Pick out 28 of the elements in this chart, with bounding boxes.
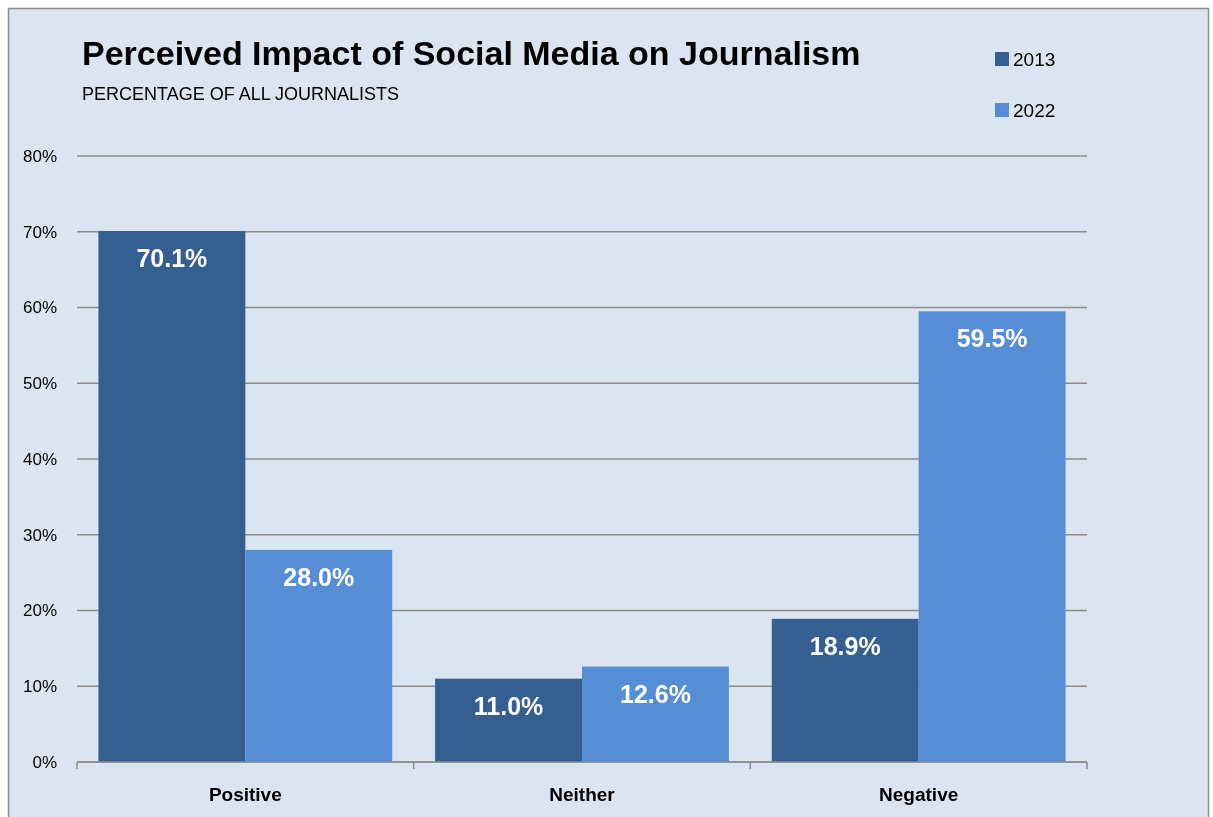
x-tick-label: Negative (879, 784, 959, 805)
y-tick-label: 30% (22, 525, 57, 545)
y-tick-label: 80% (22, 146, 57, 166)
legend-label: 2013 (1013, 48, 1056, 70)
y-tick-label: 10% (22, 677, 57, 697)
data-label: 18.9% (809, 631, 881, 660)
bar (245, 549, 393, 762)
bar (435, 678, 582, 762)
bar (771, 618, 919, 762)
y-tick-label: 0% (32, 752, 57, 772)
data-label: 28.0% (283, 562, 355, 591)
x-tick-label: Neither (549, 784, 616, 805)
y-tick-label: 40% (22, 449, 57, 469)
y-tick-label: 20% (22, 601, 57, 621)
chart-title: Perceived Impact of Social Media on Journalism (82, 34, 861, 72)
chart-subtitle: PERCENTAGE OF ALL JOURNALISTS (82, 84, 400, 104)
y-tick-label: 70% (22, 222, 57, 242)
bar (918, 311, 1066, 762)
data-label: 11.0% (473, 691, 544, 720)
y-tick-label: 60% (22, 298, 57, 318)
data-label: 70.1% (136, 243, 208, 272)
data-label: 59.5% (956, 324, 1028, 353)
legend-label: 2022 (1013, 99, 1056, 121)
data-label: 12.6% (620, 679, 691, 708)
bar (582, 666, 729, 762)
x-tick-label: Positive (208, 784, 282, 805)
bar (98, 230, 246, 762)
y-tick-label: 50% (22, 374, 57, 394)
